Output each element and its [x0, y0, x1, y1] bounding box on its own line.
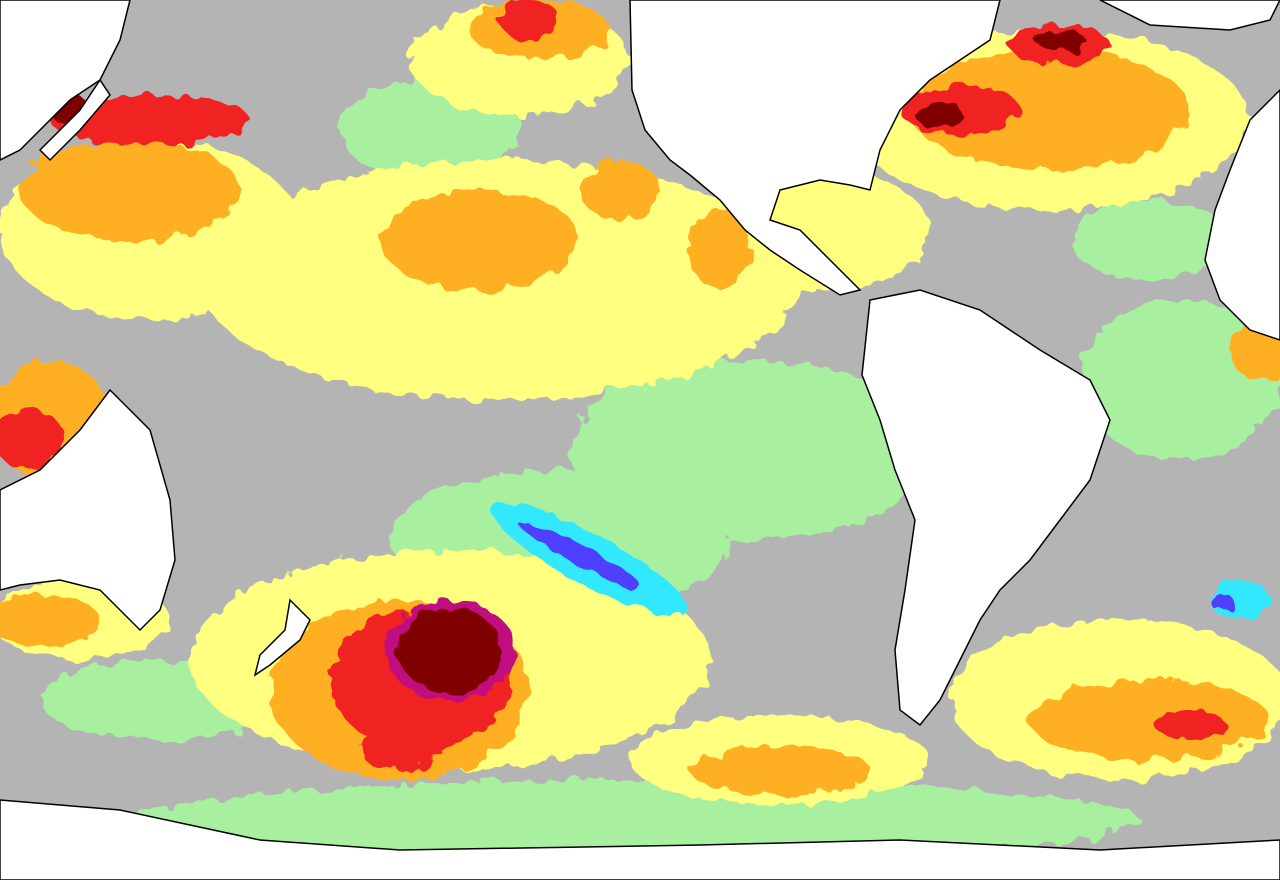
north-america	[629, 0, 1001, 296]
cold-anomaly-strong	[518, 520, 1234, 610]
greenland	[1099, 0, 1280, 31]
japan	[38, 78, 111, 162]
new-zealand	[253, 598, 311, 677]
anomaly-field	[0, 0, 1280, 860]
south-america	[861, 289, 1111, 727]
antarctica	[0, 799, 1280, 880]
australia	[0, 388, 176, 632]
africa	[1204, 88, 1280, 341]
asia	[0, 0, 131, 161]
